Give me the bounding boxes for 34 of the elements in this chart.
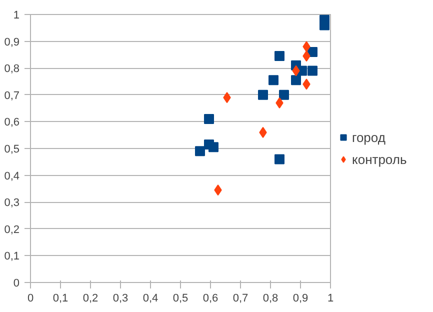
x-tick-label: 0,9	[292, 292, 308, 304]
y-tick-label: 0,3	[4, 197, 20, 210]
x-tick-label: 0,6	[202, 292, 218, 304]
point	[258, 90, 268, 100]
legend-label: контроль	[352, 152, 408, 166]
y-tick-label: 0,8	[4, 63, 20, 76]
y-tick-label: 1	[13, 10, 20, 22]
x-tick-label: 0,1	[52, 292, 68, 304]
y-tick-label: 0,9	[4, 36, 20, 48]
x-tick-label: 0,5	[172, 292, 188, 304]
x-tick-label: 0,7	[232, 292, 248, 304]
point	[204, 114, 214, 124]
x-tick-label: 0	[27, 292, 34, 304]
legend-label: город	[352, 130, 386, 144]
y-tick-label: 0	[13, 278, 20, 290]
point	[208, 142, 218, 152]
point	[274, 154, 284, 164]
x-tick-label: 1	[327, 292, 334, 304]
x-tick-label: 0,2	[82, 292, 98, 304]
x-tick-label: 0,8	[262, 292, 278, 304]
y-tick-label: 0,5	[4, 144, 20, 156]
point	[291, 75, 301, 86]
y-tick-label: 0,7	[4, 90, 20, 102]
x-tick-label: 0,3	[112, 292, 128, 304]
y-tick-label: 0,1	[4, 250, 20, 263]
y-tick-label: 0,4	[4, 170, 20, 182]
point	[274, 51, 284, 62]
point	[268, 75, 278, 86]
point	[195, 146, 205, 156]
y-tick-label: 0,6	[4, 116, 20, 129]
x-tick-label: 0,4	[142, 292, 158, 304]
point	[279, 90, 289, 100]
y-tick-label: 0,2	[4, 224, 20, 236]
point	[308, 66, 318, 76]
